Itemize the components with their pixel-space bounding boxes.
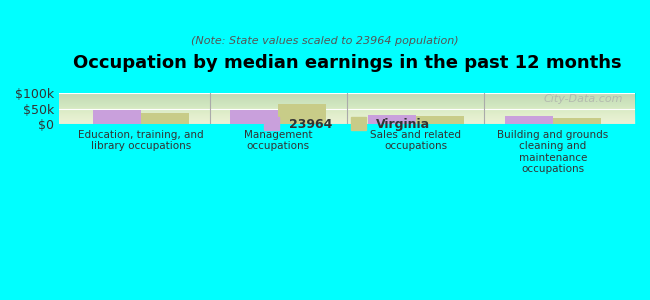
- Text: (Note: State values scaled to 23964 population): (Note: State values scaled to 23964 popu…: [191, 36, 459, 46]
- Bar: [141, 112, 189, 124]
- Bar: [415, 116, 463, 124]
- Bar: [230, 110, 278, 124]
- Bar: [278, 104, 326, 124]
- Bar: [552, 118, 601, 124]
- Legend: 23964, Virginia: 23964, Virginia: [257, 111, 436, 137]
- Text: City-Data.com: City-Data.com: [544, 94, 623, 104]
- Bar: [367, 115, 415, 124]
- Title: Occupation by median earnings in the past 12 months: Occupation by median earnings in the pas…: [73, 54, 621, 72]
- Bar: [504, 116, 552, 124]
- Bar: [93, 110, 141, 124]
